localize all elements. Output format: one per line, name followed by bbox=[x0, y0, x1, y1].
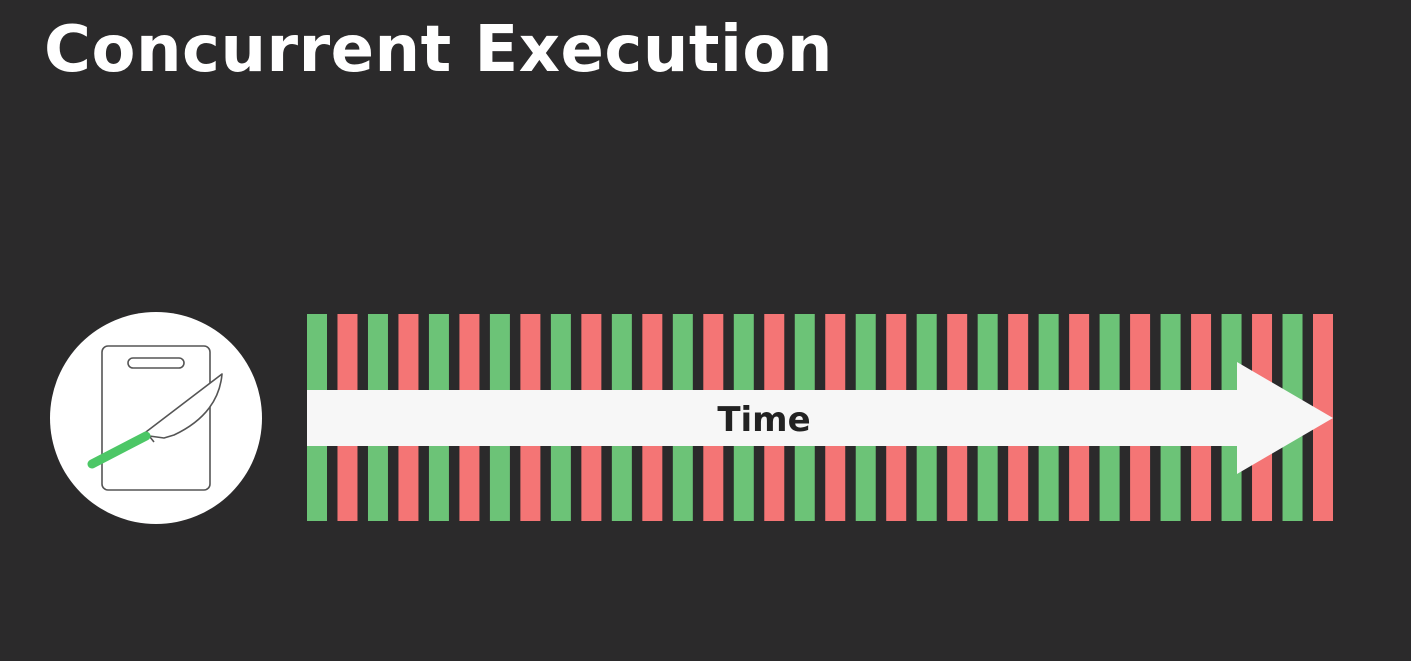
time-arrow-label: Time bbox=[717, 400, 810, 440]
cutting-board-outline bbox=[101, 345, 211, 491]
slide-title: Concurrent Execution bbox=[44, 13, 833, 87]
knife-blade bbox=[141, 373, 223, 439]
task-icon-circle bbox=[50, 312, 262, 524]
knife-handle bbox=[87, 431, 151, 469]
time-arrow bbox=[307, 362, 1333, 474]
cutting-board-knife-icon bbox=[87, 345, 223, 491]
cutting-board-hole bbox=[127, 357, 185, 369]
